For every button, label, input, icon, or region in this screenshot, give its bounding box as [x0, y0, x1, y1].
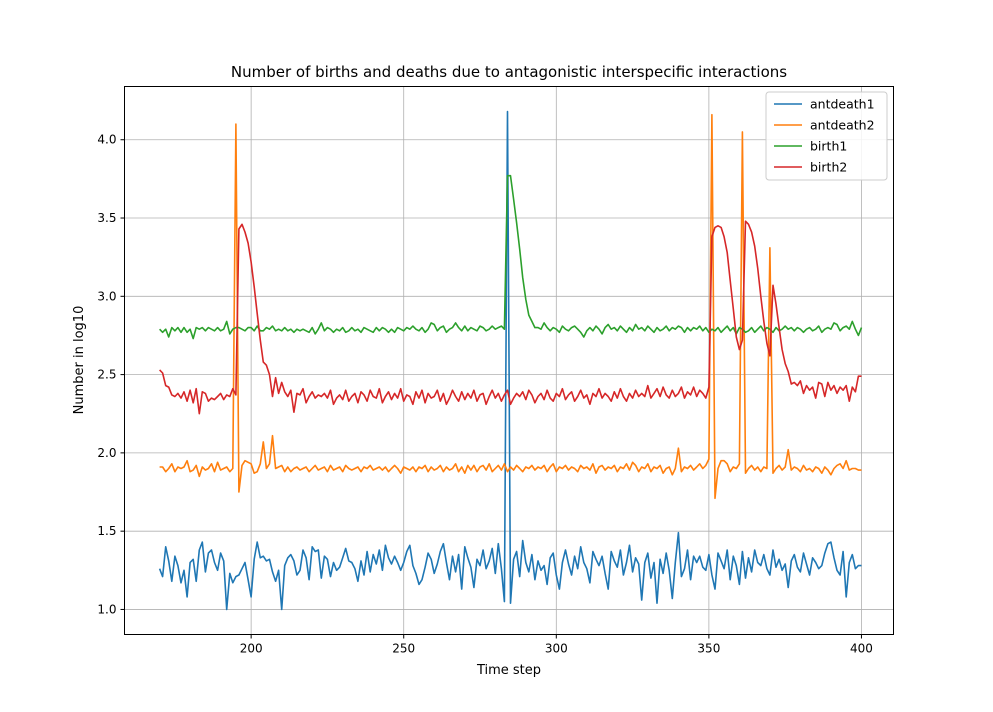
series-line-antdeath2 [159, 113, 862, 500]
y-tick-label: 3.0 [97, 289, 116, 303]
y-axis-label: Number in log10 [72, 306, 87, 415]
plot-frame [124, 86, 894, 635]
series-layer [158, 110, 863, 611]
legend-label-birth1: birth1 [810, 139, 847, 154]
y-tick-label: 1.0 [97, 602, 116, 616]
x-tick-label: 400 [850, 642, 873, 656]
x-tick-label: 300 [545, 642, 568, 656]
legend-label-birth2: birth2 [810, 160, 847, 175]
x-tick-label: 250 [392, 642, 415, 656]
chart-title: Number of births and deaths due to antag… [231, 63, 787, 81]
legend-label-antdeath2: antdeath2 [810, 118, 875, 133]
series-line-birth1 [159, 174, 863, 340]
x-tick-label: 350 [697, 642, 720, 656]
y-tick-label: 2.0 [97, 446, 116, 460]
series-line-antdeath1 [158, 110, 862, 611]
series-line-birth2 [159, 220, 862, 415]
axis-ticks: 200 250 300 350 400 1.0 1.5 2.0 2.5 3.0 3.5 4.0 [97, 133, 873, 656]
y-tick-label: 1.5 [97, 524, 116, 538]
legend-label-antdeath1: antdeath1 [810, 97, 875, 112]
legend-box [765, 91, 888, 181]
y-tick-label: 2.5 [97, 368, 116, 382]
y-tick-label: 4.0 [97, 133, 116, 147]
x-tick-label: 200 [240, 642, 263, 656]
x-axis-label: Time step [476, 663, 541, 678]
legend: antdeath1 antdeath2 birth1 birth2 [765, 91, 888, 181]
y-tick-label: 3.5 [97, 211, 116, 225]
